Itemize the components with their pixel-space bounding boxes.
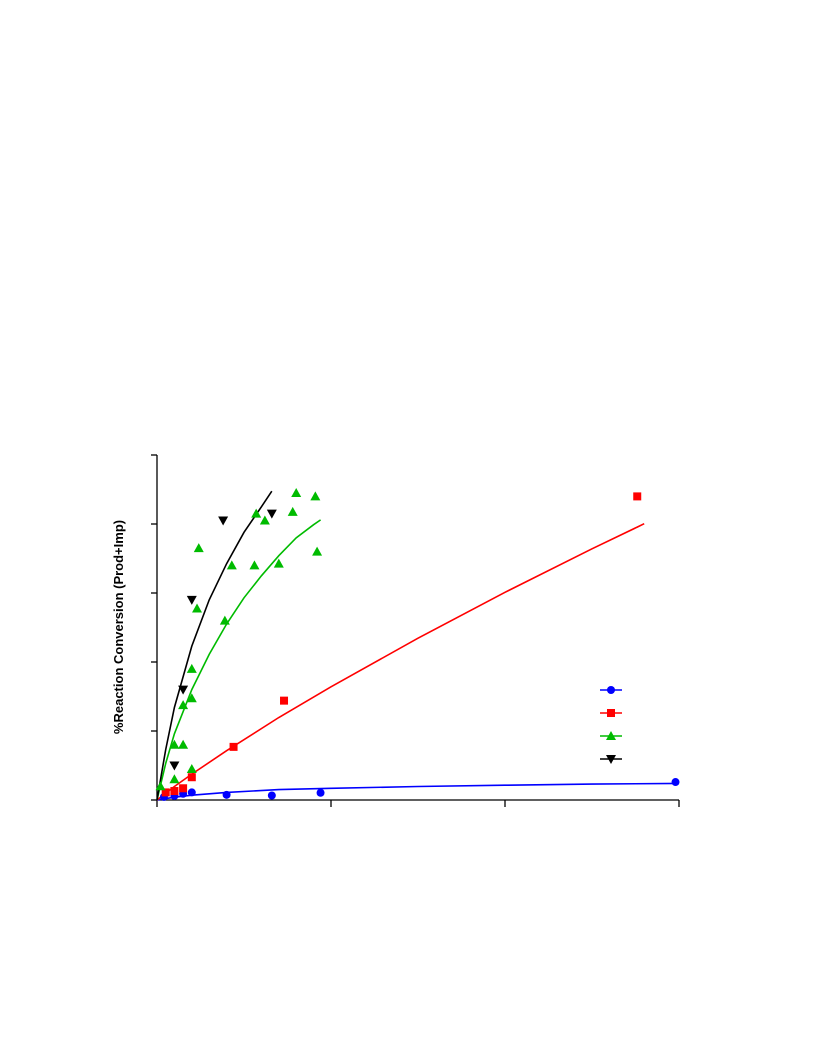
data-point-series-2 bbox=[187, 773, 196, 782]
data-point-series-3 bbox=[186, 763, 197, 773]
data-point-series-4 bbox=[186, 595, 197, 605]
fit-line-series-3 bbox=[156, 519, 322, 801]
fit-line-series-1 bbox=[156, 782, 680, 801]
data-point-series-1 bbox=[187, 788, 196, 797]
axes bbox=[151, 454, 680, 807]
data-point-series-4 bbox=[266, 509, 277, 519]
data-point-series-3 bbox=[249, 560, 260, 570]
data-point-series-3 bbox=[259, 515, 270, 525]
data-point-series-3 bbox=[169, 774, 180, 784]
legend-marker-series-3 bbox=[606, 731, 616, 740]
data-point-series-3 bbox=[219, 615, 230, 625]
data-point-series-2 bbox=[633, 492, 642, 501]
legend-marker-series-4 bbox=[606, 755, 616, 764]
data-point-series-2 bbox=[280, 696, 289, 705]
data-point-series-1 bbox=[316, 788, 325, 797]
data-point-series-3 bbox=[251, 508, 262, 518]
data-point-series-1 bbox=[671, 778, 680, 787]
data-point-series-3 bbox=[186, 663, 197, 673]
data-point-series-2 bbox=[179, 784, 188, 793]
data-point-series-3 bbox=[169, 739, 180, 749]
legend bbox=[600, 686, 622, 764]
legend-marker-series-1 bbox=[607, 686, 615, 694]
data-point-series-4 bbox=[169, 761, 180, 771]
data-point-series-3 bbox=[155, 781, 166, 791]
data-point-series-3 bbox=[192, 603, 203, 613]
legend-marker-series-2 bbox=[607, 709, 615, 717]
data-point-series-1 bbox=[267, 791, 276, 800]
data-point-series-3 bbox=[226, 560, 237, 570]
data-point-series-3 bbox=[193, 543, 204, 553]
data-point-series-2 bbox=[161, 788, 170, 797]
data-point-series-3 bbox=[186, 693, 197, 703]
data-point-series-3 bbox=[178, 739, 189, 749]
data-point-series-3 bbox=[273, 558, 284, 568]
data-point-series-2 bbox=[170, 787, 179, 796]
fit-lines bbox=[156, 490, 680, 801]
data-point-series-3 bbox=[178, 700, 189, 710]
data-point-series-3 bbox=[287, 506, 298, 516]
data-point-series-3 bbox=[312, 546, 323, 556]
data-point-series-4 bbox=[218, 516, 229, 526]
data-point-series-3 bbox=[291, 487, 302, 497]
data-markers bbox=[155, 487, 680, 801]
y-axis-label: %Reaction Conversion (Prod+Imp) bbox=[111, 520, 126, 734]
data-point-series-4 bbox=[178, 685, 189, 695]
fit-line-series-2 bbox=[156, 522, 645, 801]
data-point-series-1 bbox=[222, 790, 231, 799]
data-point-series-3 bbox=[310, 491, 321, 501]
data-point-series-2 bbox=[229, 742, 238, 751]
